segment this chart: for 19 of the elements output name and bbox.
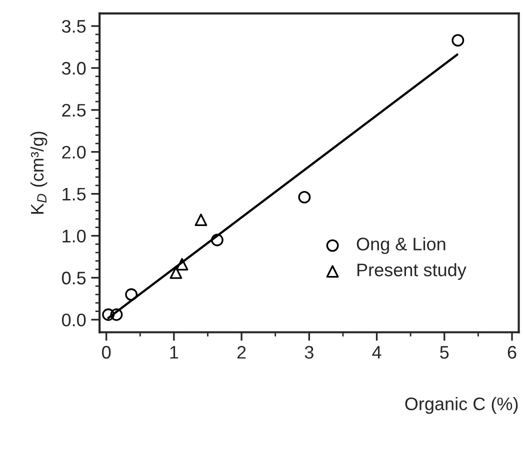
x-axis-title: Organic C (%) xyxy=(405,397,518,414)
y-tick-label: 0.5 xyxy=(62,272,86,284)
legend-label: Present study xyxy=(357,263,466,280)
y-tick-label: 3.0 xyxy=(62,62,86,75)
legend-label: Ong & Lion xyxy=(356,237,446,254)
x-tick-label: 4 xyxy=(372,346,382,359)
y-tick-label: 3.5 xyxy=(62,20,86,33)
y-tick-label: 2.5 xyxy=(62,104,86,117)
y-axis-title: K$_{D}$ (cm³/g) xyxy=(30,132,48,214)
x-tick-label: 5 xyxy=(440,346,449,359)
x-tick-label: 6 xyxy=(508,346,516,359)
y-tick-label: 1.5 xyxy=(62,188,86,201)
y-tick-label: 2.0 xyxy=(62,146,86,159)
x-tick-label: 2 xyxy=(237,346,246,359)
x-tick-label: 3 xyxy=(304,346,314,359)
x-tick-label: 0 xyxy=(102,346,111,359)
y-tick-label: 0.0 xyxy=(62,314,86,326)
x-tick-label: 1 xyxy=(170,346,178,359)
y-tick-label: 1.0 xyxy=(62,230,86,243)
